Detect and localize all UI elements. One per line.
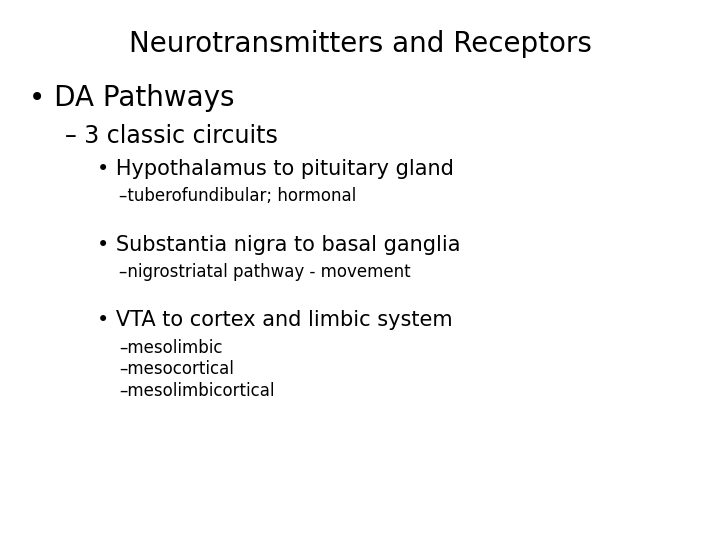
Text: – 3 classic circuits: – 3 classic circuits [65, 124, 278, 148]
Text: • Hypothalamus to pituitary gland: • Hypothalamus to pituitary gland [97, 159, 454, 179]
Text: –mesocortical: –mesocortical [119, 360, 234, 378]
Text: • Substantia nigra to basal ganglia: • Substantia nigra to basal ganglia [97, 235, 461, 255]
Text: • VTA to cortex and limbic system: • VTA to cortex and limbic system [97, 310, 453, 330]
Text: –mesolimbic: –mesolimbic [119, 339, 222, 356]
Text: –tuberofundibular; hormonal: –tuberofundibular; hormonal [119, 187, 356, 205]
Text: Neurotransmitters and Receptors: Neurotransmitters and Receptors [129, 30, 591, 58]
Text: • DA Pathways: • DA Pathways [29, 84, 234, 112]
Text: –mesolimbicortical: –mesolimbicortical [119, 382, 274, 400]
Text: –nigrostriatal pathway - movement: –nigrostriatal pathway - movement [119, 263, 410, 281]
